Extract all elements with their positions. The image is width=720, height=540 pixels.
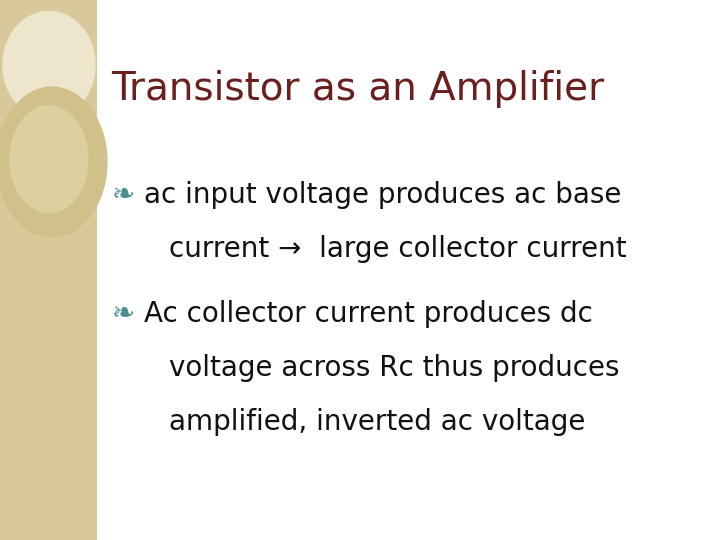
Bar bbox=[0, 0, 97, 540]
Text: ac input voltage produces ac base: ac input voltage produces ac base bbox=[144, 181, 621, 209]
Ellipse shape bbox=[0, 86, 108, 238]
Ellipse shape bbox=[9, 105, 89, 213]
Text: voltage across Rc thus produces: voltage across Rc thus produces bbox=[169, 354, 620, 382]
Text: ❧: ❧ bbox=[112, 181, 135, 209]
Text: Transistor as an Amplifier: Transistor as an Amplifier bbox=[112, 70, 605, 108]
Text: Ac collector current produces dc: Ac collector current produces dc bbox=[144, 300, 593, 328]
Ellipse shape bbox=[2, 11, 96, 119]
Text: ❧: ❧ bbox=[112, 300, 135, 328]
Text: amplified, inverted ac voltage: amplified, inverted ac voltage bbox=[169, 408, 585, 436]
Text: current →  large collector current: current → large collector current bbox=[169, 235, 627, 263]
